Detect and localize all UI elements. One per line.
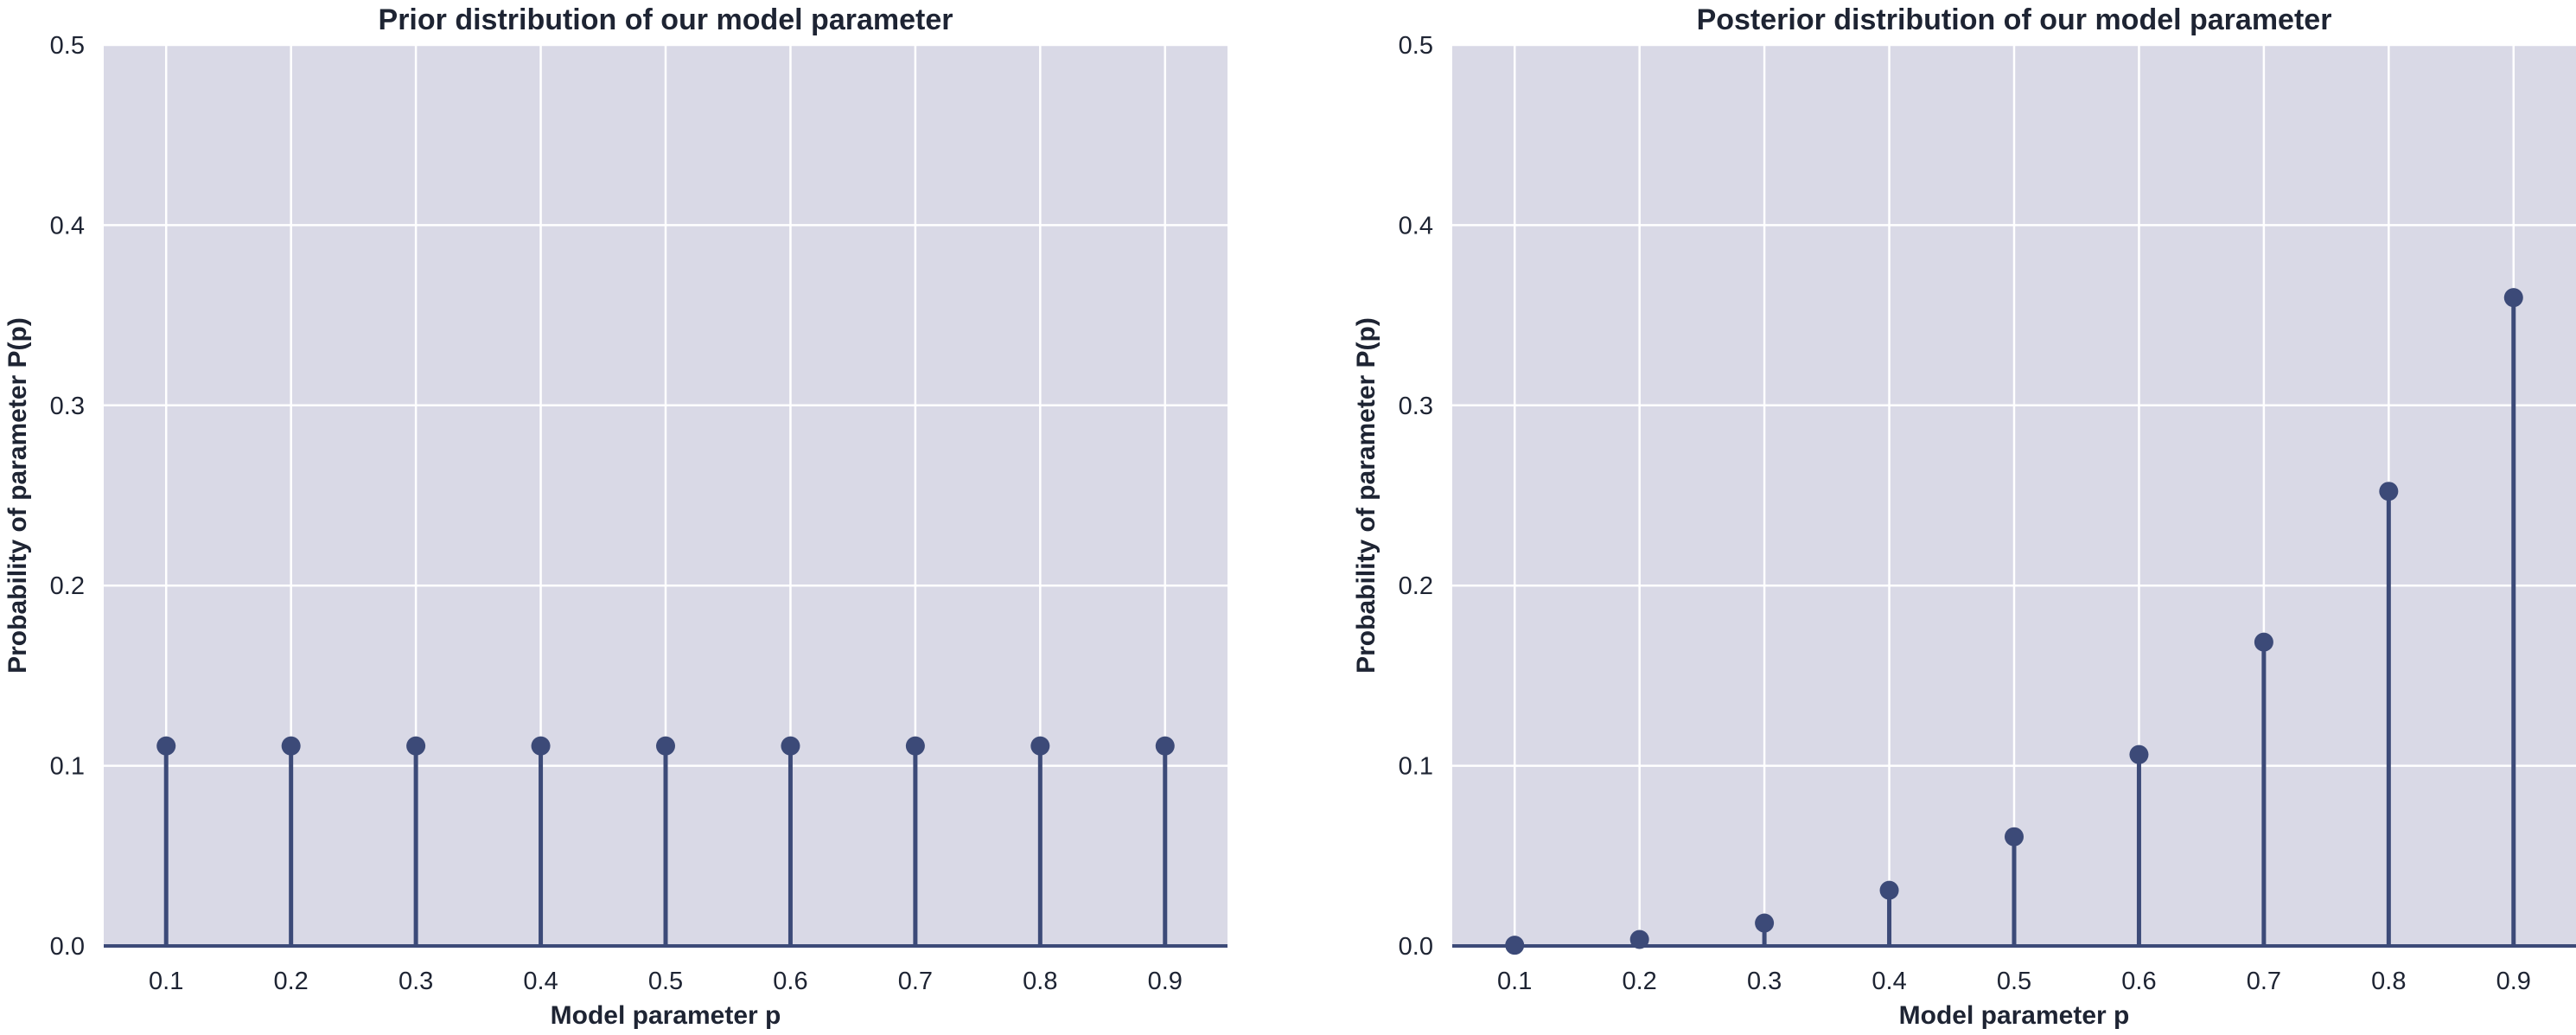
prior-x-tick-label: 0.6 <box>773 968 807 995</box>
posterior-y-tick-label: 0.1 <box>1399 753 1433 781</box>
prior-x-tick-label: 0.3 <box>399 968 433 995</box>
posterior-x-tick-label: 0.9 <box>2496 968 2531 995</box>
posterior-x-tick-label: 0.4 <box>1871 968 1906 995</box>
posterior-y-tick-label: 0.3 <box>1399 393 1433 420</box>
posterior-ticks: 0.1 0.2 0.3 0.4 0.5 0.6 0.7 0.8 0.9 0.0 0.1 0.2 0.3 0… <box>1399 32 2531 995</box>
prior-y-tick-label: 0.2 <box>50 572 85 600</box>
prior-stem-marker <box>1030 736 1050 756</box>
posterior-stem-marker <box>2254 632 2273 652</box>
prior-x-tick-label: 0.2 <box>274 968 309 995</box>
prior-x-tick-label: 0.1 <box>149 968 183 995</box>
prior-panel: 0.1 0.2 0.3 0.4 0.5 0.6 0.7 0.8 0.9 0.0 0.1 0.2 0.3 0… <box>3 3 1227 1030</box>
prior-ticks: 0.1 0.2 0.3 0.4 0.5 0.6 0.7 0.8 0.9 0.0 0.1 0.2 0.3 0… <box>50 32 1183 995</box>
prior-stem-marker <box>905 736 925 756</box>
prior-y-tick-label: 0.1 <box>50 753 85 781</box>
prior-x-tick-label: 0.9 <box>1148 968 1183 995</box>
posterior-panel: 0.1 0.2 0.3 0.4 0.5 0.6 0.7 0.8 0.9 0.0 0.1 0.2 0.3 0… <box>1352 3 2576 1030</box>
posterior-x-tick-label: 0.2 <box>1623 968 1657 995</box>
prior-stem-marker <box>406 736 426 756</box>
prior-x-tick-label: 0.8 <box>1023 968 1057 995</box>
prior-stem-marker <box>656 736 675 756</box>
prior-y-tick-label: 0.3 <box>50 393 85 420</box>
prior-x-axis-label: Model parameter p <box>551 1001 781 1030</box>
posterior-y-axis-label: Probability of parameter P(p) <box>1352 317 1380 674</box>
prior-y-tick-label: 0.5 <box>50 32 85 60</box>
posterior-stem-marker <box>2129 744 2149 764</box>
prior-chart-title: Prior distribution of our model paramete… <box>379 3 953 36</box>
prior-stem-marker <box>281 736 301 756</box>
prior-y-tick-label: 0.4 <box>50 212 85 240</box>
posterior-x-tick-label: 0.5 <box>1997 968 2031 995</box>
prior-stem-marker <box>1155 736 1175 756</box>
prior-x-tick-label: 0.5 <box>648 968 683 995</box>
prior-y-axis-label: Probability of parameter P(p) <box>3 317 32 674</box>
posterior-stems <box>1452 288 2576 955</box>
prior-stems <box>104 736 1227 948</box>
posterior-y-tick-label: 0.4 <box>1399 212 1433 240</box>
prior-x-tick-label: 0.4 <box>523 968 558 995</box>
posterior-y-tick-label: 0.0 <box>1399 933 1433 961</box>
posterior-chart-title: Posterior distribution of our model para… <box>1697 3 2332 36</box>
posterior-stem-marker <box>2379 482 2399 502</box>
posterior-x-tick-label: 0.6 <box>2121 968 2156 995</box>
posterior-y-tick-label: 0.5 <box>1399 32 1433 60</box>
prior-stem-marker <box>156 736 176 756</box>
prior-y-tick-label: 0.0 <box>50 933 85 961</box>
prior-stem-marker <box>781 736 800 756</box>
posterior-x-tick-label: 0.8 <box>2371 968 2406 995</box>
posterior-stem-marker <box>1879 880 1899 900</box>
posterior-y-tick-label: 0.2 <box>1399 572 1433 600</box>
posterior-stem-marker <box>1629 930 1649 949</box>
posterior-stem-marker <box>2005 827 2024 847</box>
posterior-stem-marker <box>2503 288 2523 308</box>
posterior-x-tick-label: 0.3 <box>1747 968 1782 995</box>
prior-stem-marker <box>531 736 551 756</box>
posterior-x-axis-label: Model parameter p <box>1899 1001 2130 1030</box>
posterior-stem-marker <box>1755 913 1775 933</box>
posterior-x-tick-label: 0.1 <box>1497 968 1532 995</box>
prior-x-tick-label: 0.7 <box>898 968 933 995</box>
posterior-stem-marker <box>1505 936 1525 955</box>
posterior-x-tick-label: 0.7 <box>2247 968 2281 995</box>
